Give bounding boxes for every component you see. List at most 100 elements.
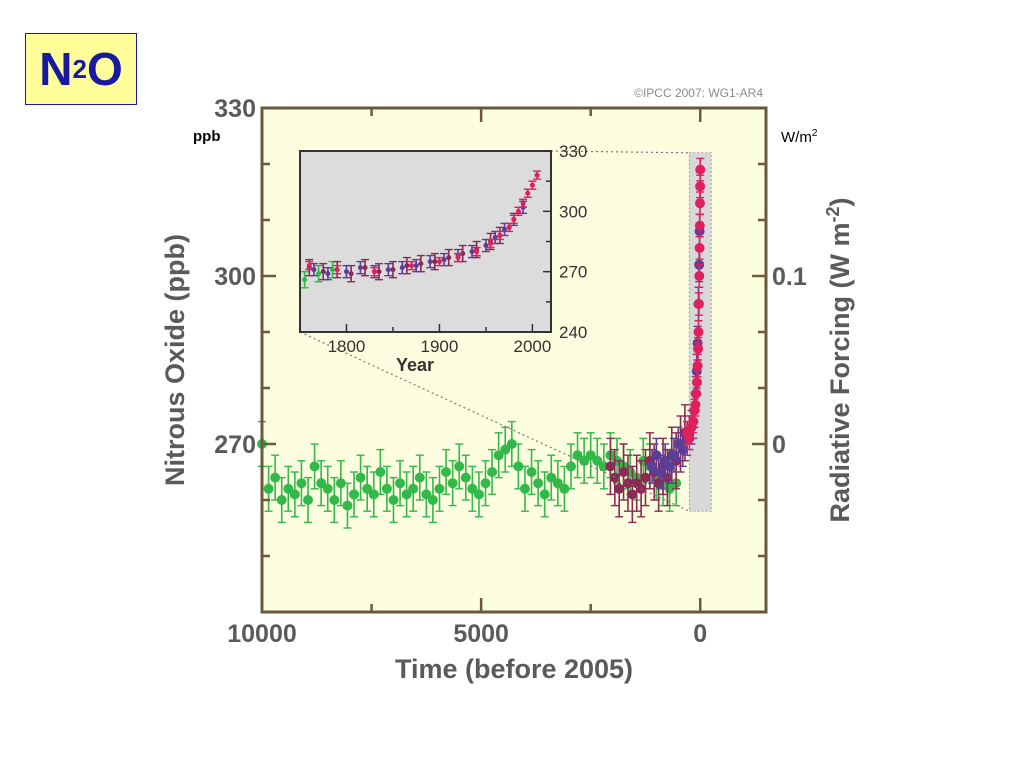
inset-data-point xyxy=(343,269,349,275)
title-o: O xyxy=(86,43,123,95)
main-data-point xyxy=(441,467,452,477)
main-data-point xyxy=(270,472,281,483)
main-data-point xyxy=(609,472,620,483)
main-data-point xyxy=(434,483,445,494)
main-data-point xyxy=(695,164,706,175)
main-data-point xyxy=(533,478,544,489)
main-data-point xyxy=(664,461,675,472)
main-plot-frame xyxy=(260,106,768,614)
main-series-red xyxy=(682,157,706,451)
main-data-point xyxy=(585,450,596,461)
inset-data-point xyxy=(404,263,410,269)
main-data-point xyxy=(263,483,274,494)
inset-data-point xyxy=(357,265,363,271)
main-data-point xyxy=(467,483,478,494)
inset-data-point xyxy=(497,232,503,238)
main-data-point xyxy=(572,450,583,461)
main-data-point xyxy=(519,483,530,494)
main-data-point xyxy=(322,483,333,494)
inset-series-green xyxy=(300,260,337,289)
inset-x-tick-label: 1900 xyxy=(421,337,459,356)
main-data-point xyxy=(693,327,704,337)
main-data-point xyxy=(296,478,307,489)
main-data-point xyxy=(592,455,603,466)
inset-data-point xyxy=(460,251,466,257)
inset-data-point xyxy=(506,224,512,230)
main-data-point xyxy=(493,450,504,461)
inset-data-point xyxy=(325,271,331,277)
y2-axis-title-end: ) xyxy=(825,197,855,206)
main-data-point xyxy=(349,489,360,500)
inset-data-point xyxy=(455,255,461,261)
inset-data-point xyxy=(320,269,326,275)
main-data-point xyxy=(460,472,471,483)
main-data-point xyxy=(375,467,386,477)
inset-y-tick-label: 330 xyxy=(559,142,587,161)
inset-series-red xyxy=(305,170,542,277)
main-data-point xyxy=(289,489,300,500)
inset-data-point xyxy=(525,190,531,196)
main-data-point xyxy=(368,489,379,500)
main-data-point xyxy=(487,467,498,477)
main-data-point xyxy=(693,343,704,354)
inset-x-tick-label: 1800 xyxy=(328,337,366,356)
main-data-point xyxy=(627,489,638,500)
main-data-point xyxy=(506,439,517,449)
main-data-point xyxy=(427,495,438,505)
inset-data-point xyxy=(376,269,382,275)
main-data-point xyxy=(362,483,373,494)
main-data-point xyxy=(668,450,679,461)
main-data-point xyxy=(401,489,412,500)
main-data-point xyxy=(447,478,458,489)
main-data-point xyxy=(618,467,629,477)
main-data-point xyxy=(565,461,576,472)
zoom-connector-top xyxy=(550,150,690,154)
inset-data-point xyxy=(446,255,452,261)
inset-data-point xyxy=(436,259,442,265)
inset-data-point xyxy=(515,208,521,214)
main-data-point xyxy=(694,271,705,281)
left-unit-text: ppb xyxy=(193,128,221,145)
main-data-point xyxy=(303,495,314,505)
main-data-point xyxy=(694,198,705,209)
main-data-point xyxy=(316,478,327,489)
inset-data-point xyxy=(362,265,368,271)
inset-data-point xyxy=(529,182,535,188)
inset-data-point xyxy=(534,172,540,178)
inset-data-point xyxy=(427,259,433,265)
y2-axis-title: Radiative Forcing (W m-2) xyxy=(823,197,855,522)
main-data-point xyxy=(695,181,706,192)
main-data-point xyxy=(421,489,432,500)
x-tick-label: 10000 xyxy=(227,620,297,648)
main-data-point xyxy=(381,483,392,494)
main-data-point xyxy=(605,461,616,472)
main-data-point xyxy=(552,478,563,489)
inset-data-point xyxy=(409,263,415,269)
main-data-point xyxy=(335,478,346,489)
x-tick-label: 0 xyxy=(693,620,707,648)
main-data-point xyxy=(647,461,658,472)
inset-data-point xyxy=(418,261,424,267)
zoom-connector-bottom xyxy=(299,331,690,512)
inset-data-point xyxy=(371,269,377,275)
main-data-point xyxy=(500,444,511,455)
main-data-point xyxy=(342,500,353,511)
inset-data-point xyxy=(334,267,340,273)
main-data-point xyxy=(283,483,294,494)
inset-y-tick-label: 300 xyxy=(559,202,587,221)
inset-data-point xyxy=(432,259,438,265)
main-data-point xyxy=(694,220,705,231)
inset-data-point xyxy=(399,265,405,271)
main-data-point xyxy=(655,467,666,477)
left-unit-label: ppb xyxy=(193,128,221,145)
main-data-point xyxy=(692,360,703,371)
main-data-point xyxy=(309,461,320,472)
x-axis-title: Time (before 2005) xyxy=(395,654,633,684)
inset-data-point xyxy=(316,271,322,277)
y2-axis-title-exp: -2 xyxy=(823,206,843,222)
main-data-point xyxy=(355,472,366,483)
right-unit-label: W/m2 xyxy=(781,128,817,146)
main-data-point xyxy=(677,444,688,455)
x-tick-label: 5000 xyxy=(453,620,509,648)
